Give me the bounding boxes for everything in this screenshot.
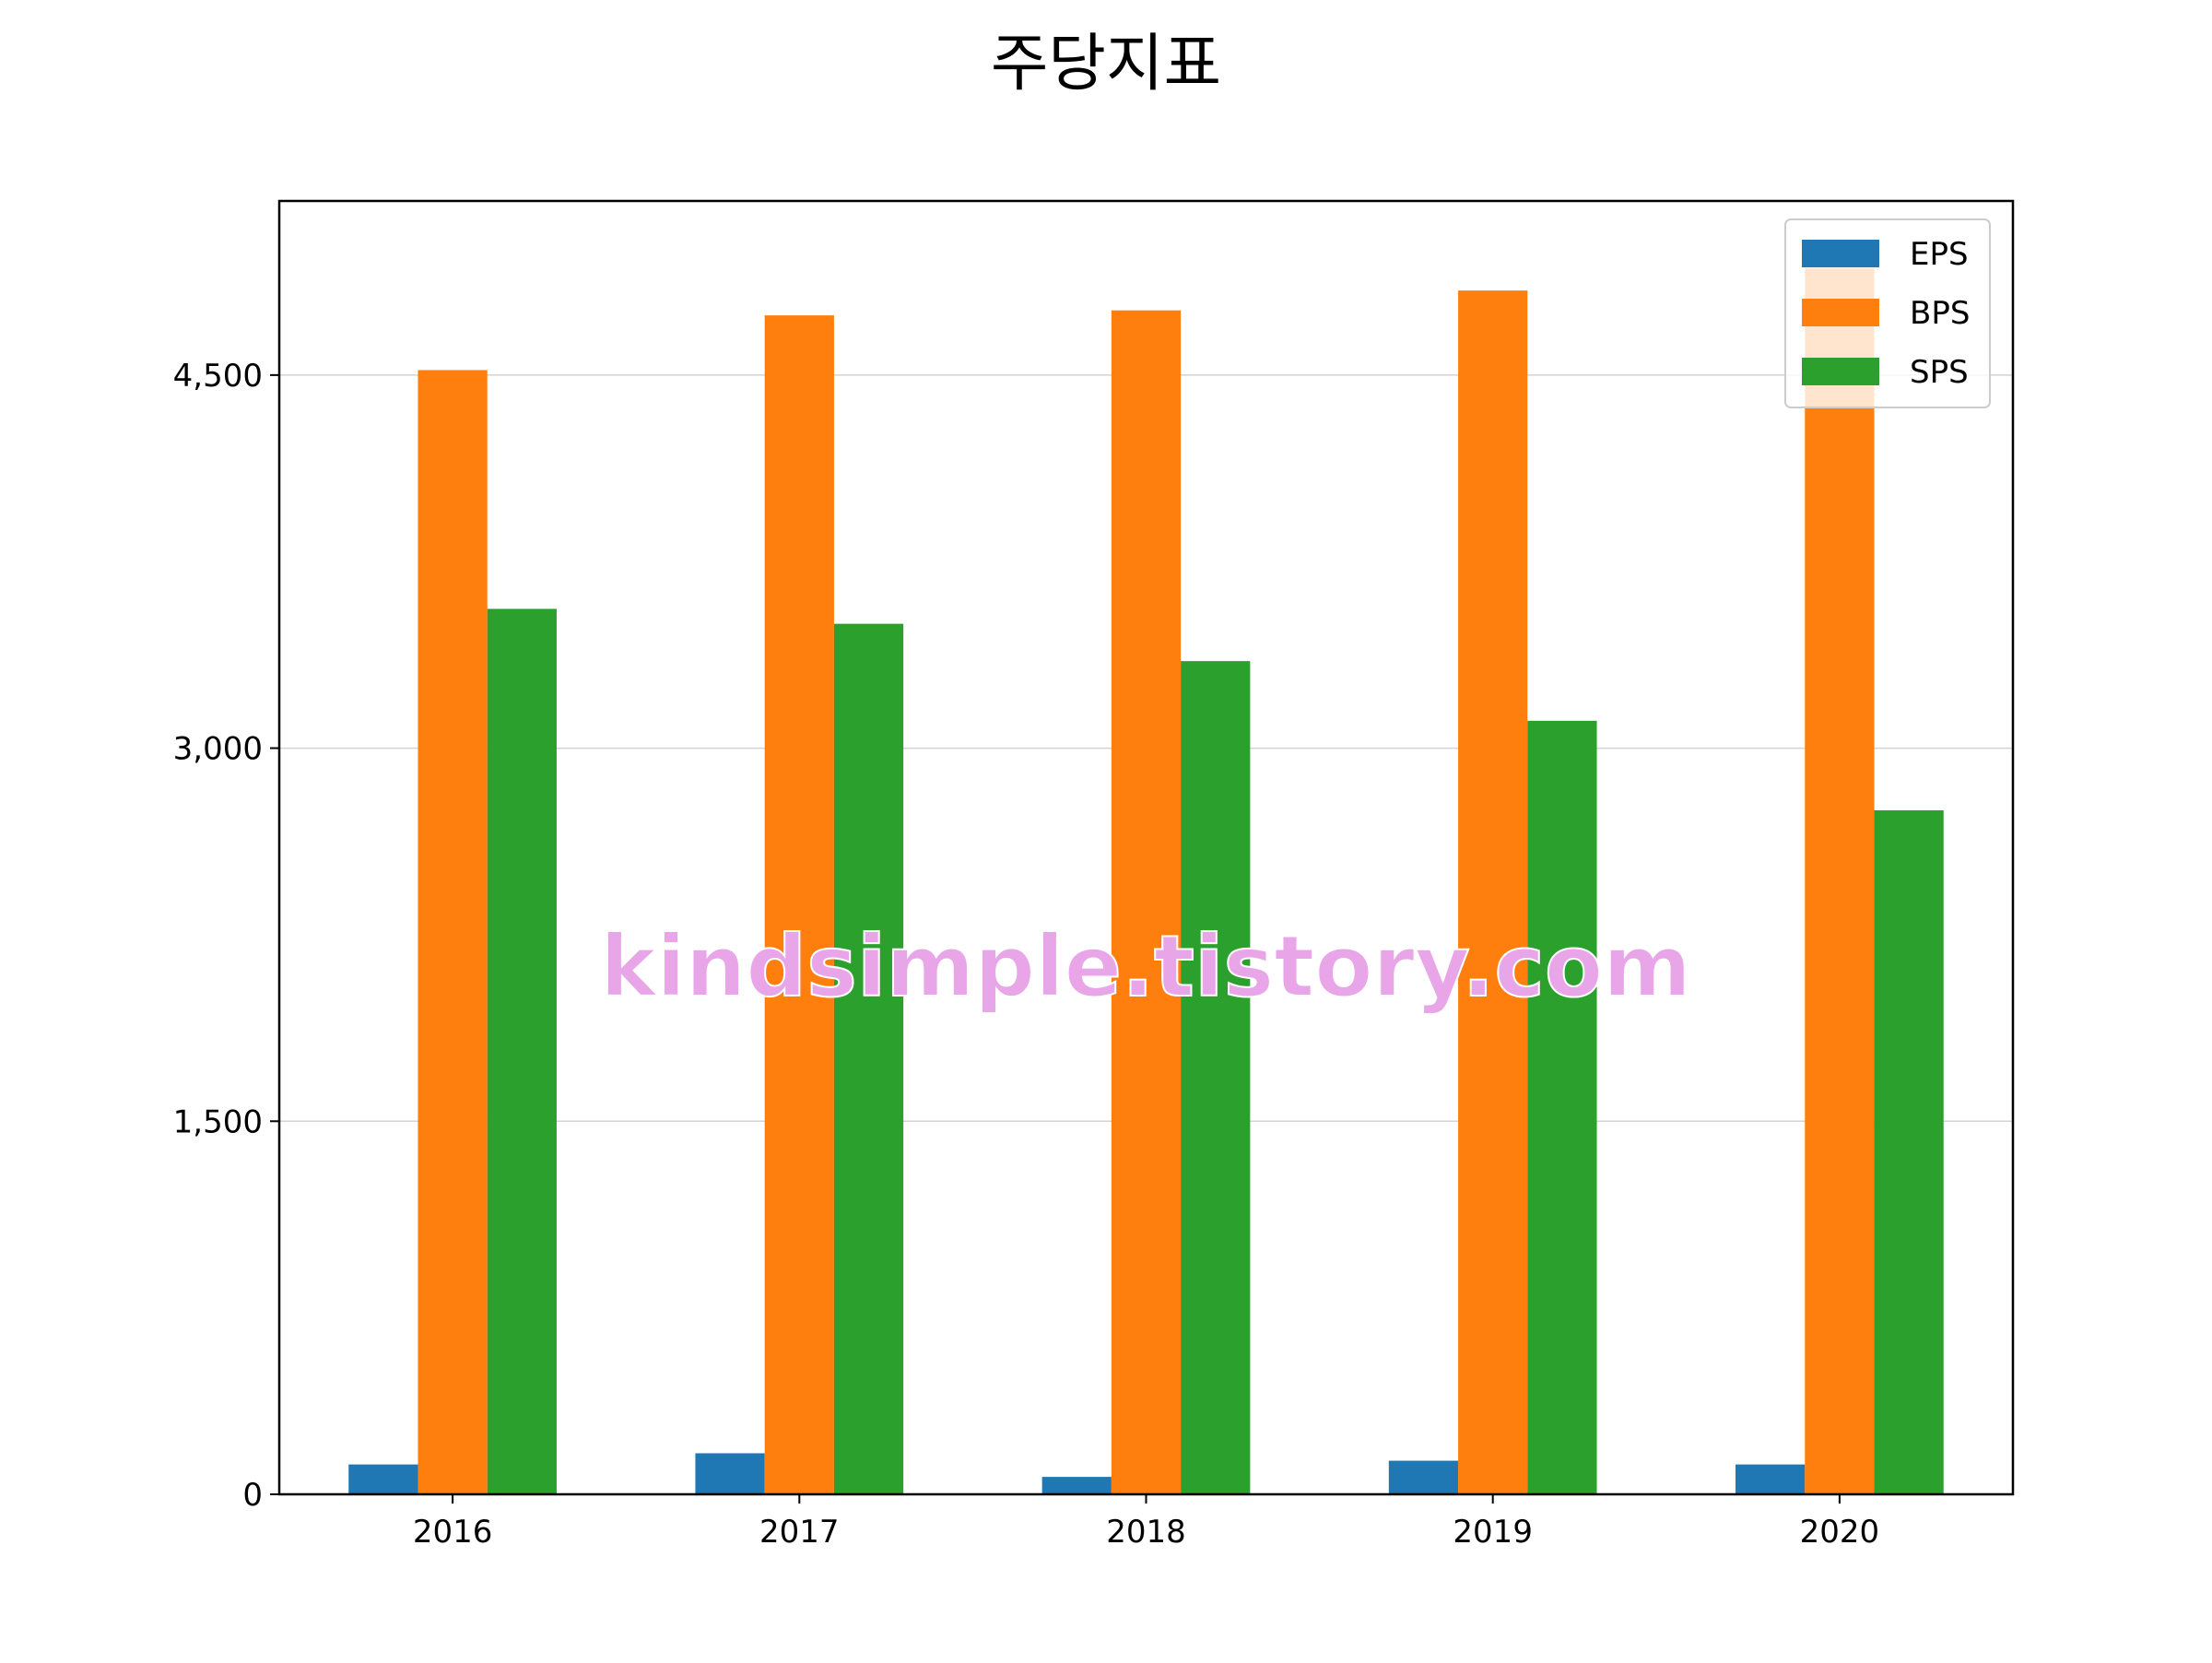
legend: EPS BPS SPS [1784, 218, 1991, 408]
legend-swatch-eps [1802, 240, 1879, 267]
x-tick-label: 2017 [759, 1514, 840, 1551]
bar-bps-2020 [1805, 267, 1875, 1494]
bar-eps-2019 [1388, 1460, 1459, 1494]
y-tick-label: 1,500 [173, 1103, 263, 1140]
chart-title: 주당지표 [991, 28, 1221, 100]
y-tick-label: 4,500 [173, 358, 263, 395]
bar-sps-2017 [833, 623, 904, 1494]
bar-sps-2019 [1527, 720, 1597, 1494]
legend-swatch-sps [1802, 358, 1879, 385]
bar-bps-2017 [764, 315, 834, 1494]
x-tick-label: 2018 [1106, 1514, 1186, 1551]
y-tick-label: 0 [242, 1477, 263, 1514]
bar-bps-2018 [1111, 310, 1182, 1495]
y-tick-label: 3,000 [173, 731, 263, 768]
legend-label-sps: SPS [1910, 354, 1969, 391]
x-axis: 2016 2017 2018 2019 2020 [413, 1494, 1879, 1551]
bar-sps-2020 [1874, 810, 1944, 1494]
watermark: kindsimple.tistory.com [600, 917, 1691, 1016]
bar-eps-2016 [348, 1464, 418, 1494]
bar-eps-2017 [695, 1453, 765, 1494]
bar-sps-2018 [1181, 661, 1251, 1494]
legend-label-eps: EPS [1910, 236, 1969, 273]
x-tick-label: 2019 [1453, 1514, 1533, 1551]
legend-label-bps: BPS [1910, 295, 1970, 332]
bar-eps-2018 [1041, 1477, 1112, 1494]
bar-bps-2019 [1458, 290, 1528, 1495]
y-axis: 0 1,500 3,000 4,500 [173, 358, 279, 1514]
bar-sps-2016 [487, 608, 557, 1494]
x-tick-label: 2020 [1800, 1514, 1880, 1551]
bar-bps-2016 [418, 370, 488, 1494]
legend-swatch-bps [1802, 299, 1879, 326]
bars [348, 267, 1944, 1495]
bar-eps-2020 [1735, 1464, 1806, 1494]
x-tick-label: 2016 [413, 1514, 493, 1551]
